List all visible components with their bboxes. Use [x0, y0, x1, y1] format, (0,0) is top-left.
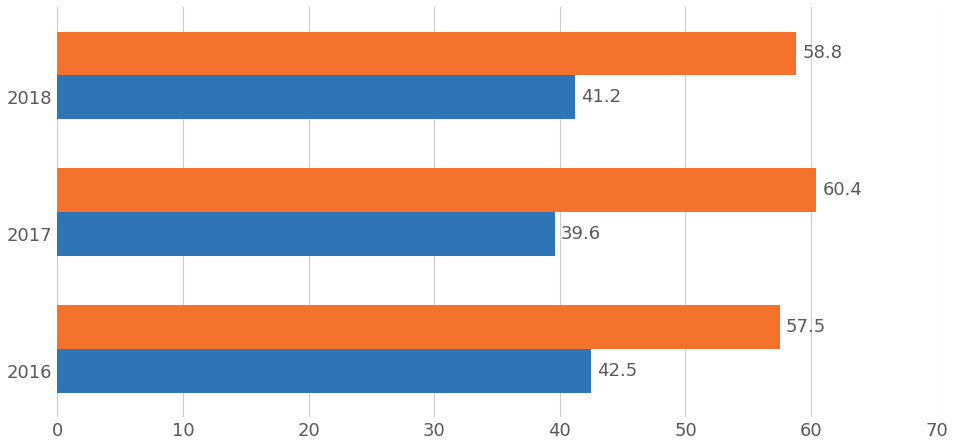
Bar: [57, 75, 575, 119]
Text: 41.2: 41.2: [582, 88, 622, 106]
Bar: [57, 305, 779, 349]
Text: 58.8: 58.8: [802, 44, 842, 63]
Text: 57.5: 57.5: [786, 318, 826, 336]
Text: 60.4: 60.4: [822, 181, 862, 199]
Bar: [57, 169, 817, 212]
Bar: [57, 212, 555, 256]
Text: 39.6: 39.6: [562, 225, 602, 243]
Bar: [57, 32, 796, 75]
Bar: [57, 349, 591, 392]
Text: 42.5: 42.5: [598, 362, 638, 380]
